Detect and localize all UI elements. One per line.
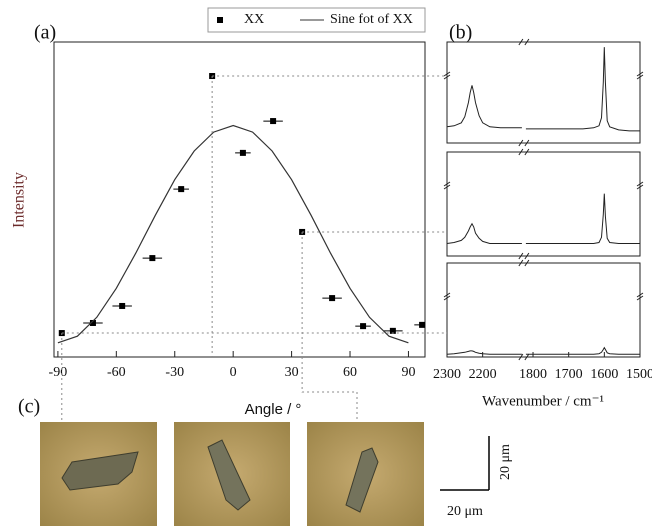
axis-break: [518, 252, 524, 260]
panel-label: (c): [18, 396, 40, 418]
axis-break: [524, 38, 530, 46]
plot-frame: [53, 41, 426, 358]
axis-break: [443, 181, 451, 187]
scale-bar-label: 20 μm: [447, 504, 483, 519]
x-tick-label: 2200: [469, 367, 497, 382]
axis-break: [524, 148, 530, 156]
axis-break: [443, 184, 451, 190]
micrographs: [40, 422, 424, 526]
fit-line: [57, 124, 409, 344]
legend-marker: [217, 17, 223, 23]
axis-break: [524, 252, 530, 260]
axis-break: [524, 259, 530, 267]
point: [389, 327, 396, 334]
scale-bar-label: 20 μm: [498, 444, 513, 480]
legend: XX Sine fot of XX: [207, 7, 426, 33]
point: [239, 149, 246, 156]
x-axis-label: Wavenumber / cm⁻¹: [482, 393, 604, 409]
crystal: [61, 451, 139, 491]
crystal: [345, 447, 379, 513]
crystal: [207, 439, 251, 511]
axis-break: [518, 259, 524, 267]
point: [270, 118, 277, 125]
y-axis-label: Intensity: [11, 172, 28, 228]
spectrum: [446, 193, 640, 244]
axis-break: [443, 71, 451, 77]
plot-frame: [446, 151, 641, 257]
x-tick-label: 2300: [433, 367, 461, 382]
legend-label: Sine fot of XX: [330, 12, 413, 27]
axis-break: [443, 295, 451, 301]
x-axis-label: Angle / °: [245, 401, 302, 418]
point: [329, 295, 336, 302]
axis-break: [636, 71, 644, 77]
axis-break: [636, 74, 644, 80]
point: [419, 321, 426, 328]
point: [149, 255, 156, 262]
x-tick-label: 1600: [590, 367, 618, 382]
x-tick-label: 30: [285, 365, 299, 380]
axis-break: [636, 292, 644, 298]
x-tick-label: 1800: [519, 367, 547, 382]
point: [89, 319, 96, 326]
axis-break: [636, 184, 644, 190]
x-tick-label: -30: [165, 365, 184, 380]
x-tick-label: 60: [343, 365, 357, 380]
point: [360, 323, 367, 330]
point: [119, 302, 126, 309]
axis-break: [518, 139, 524, 147]
x-tick-label: -60: [107, 365, 126, 380]
x-tick-label: 1700: [555, 367, 583, 382]
plot-frame: [446, 41, 641, 144]
axis-break: [518, 353, 524, 361]
panel-label: (b): [449, 22, 472, 44]
guide-line: [301, 231, 358, 422]
axis-break: [524, 139, 530, 147]
x-tick-label: -90: [49, 365, 68, 380]
legend-label: XX: [244, 12, 264, 27]
axis-break: [524, 353, 530, 361]
axis-break: [636, 181, 644, 187]
plot-frame: [446, 262, 641, 358]
spectrum: [446, 47, 640, 132]
axis-break: [443, 74, 451, 80]
axis-break: [443, 292, 451, 298]
spectrum: [446, 346, 640, 355]
axis-break: [518, 38, 524, 46]
axis-break: [518, 148, 524, 156]
scale-bar: 20 μm 20 μm: [440, 436, 513, 519]
axis-break: [636, 295, 644, 301]
panel-label: (a): [34, 22, 56, 44]
x-tick-label: 0: [230, 365, 237, 380]
point: [178, 186, 185, 193]
x-tick-label: 1500: [626, 367, 652, 382]
x-tick-label: 90: [401, 365, 415, 380]
